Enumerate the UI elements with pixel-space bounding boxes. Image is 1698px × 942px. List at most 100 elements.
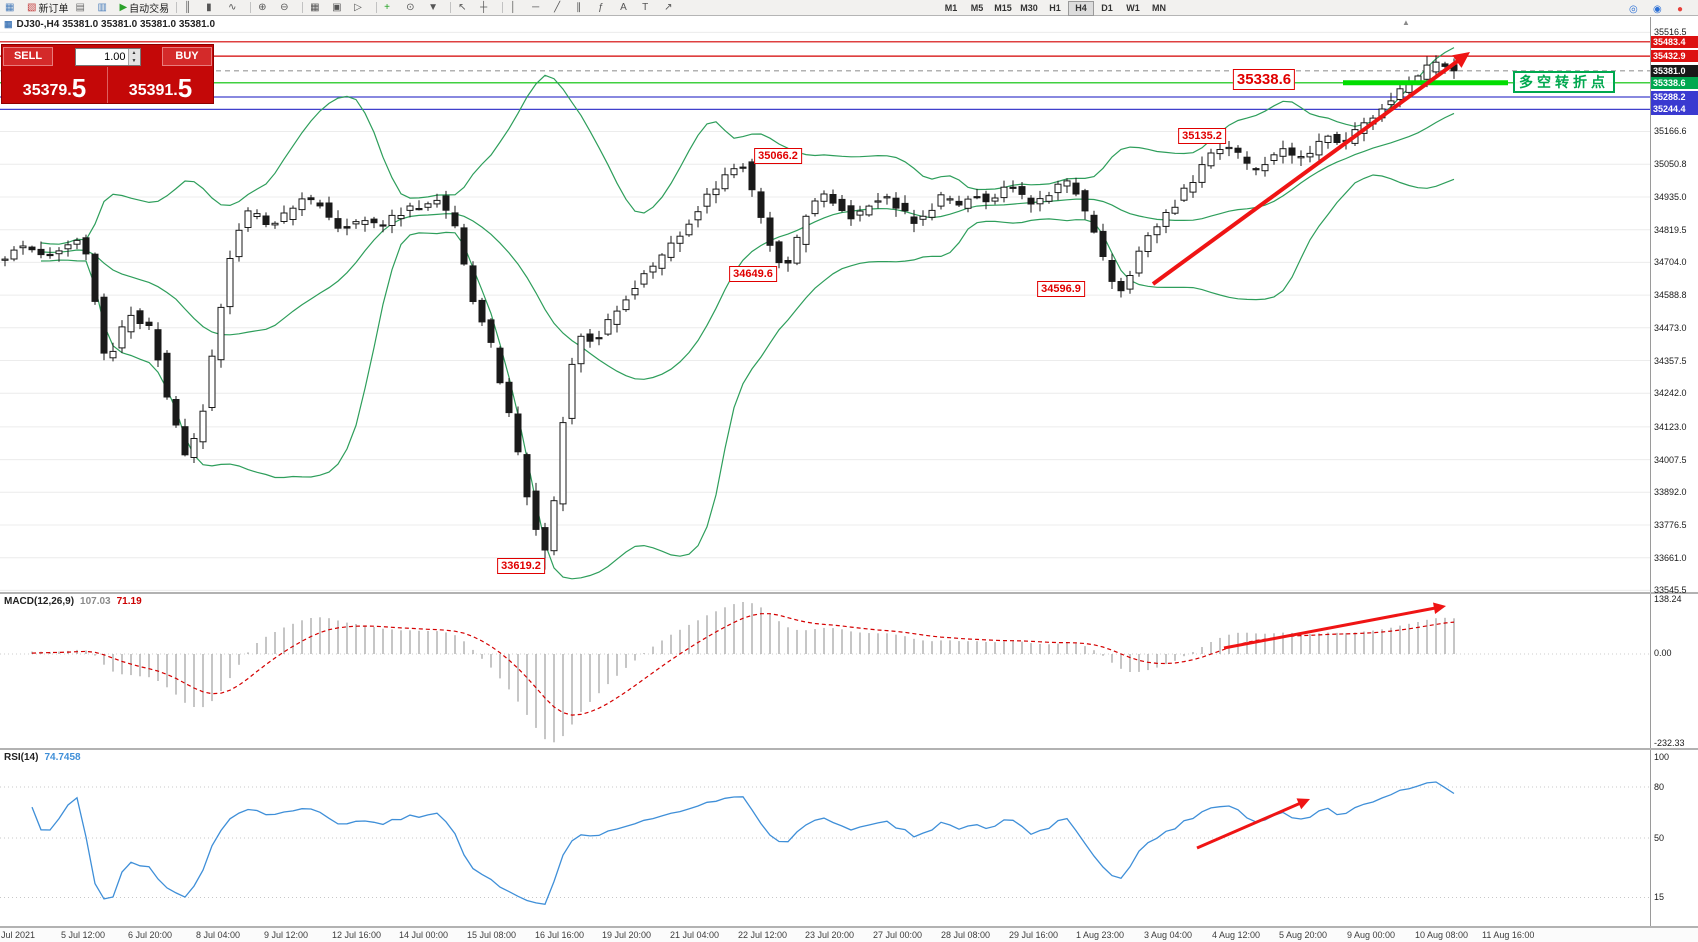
macd-axis-label: 138.24 xyxy=(1654,594,1682,604)
volume-value[interactable]: 1.00 xyxy=(104,50,126,63)
time-axis-label: 28 Jul 08:00 xyxy=(941,930,991,940)
time-axis-label: 3 Aug 04:00 xyxy=(1144,930,1193,940)
timeframe-m1[interactable]: M1 xyxy=(944,3,958,13)
time-axis-label: Jul 2021 xyxy=(1,930,36,940)
price-tag: 35338.6 xyxy=(1651,77,1698,89)
time-axis-label: 8 Jul 04:00 xyxy=(196,930,241,940)
zoom-in-icon[interactable]: ⊕ xyxy=(255,0,276,16)
time-axis-label: 1 Aug 23:00 xyxy=(1076,930,1125,940)
timeframe-m5[interactable]: M5 xyxy=(970,3,984,13)
chart-ohlc-readout: ▦ DJ30-,H4 35381.0 35381.0 35381.0 35381… xyxy=(4,19,215,30)
vertical-line-icon[interactable]: │ xyxy=(507,0,528,16)
sell-price[interactable]: 35379. 5 xyxy=(2,67,107,103)
price-axis-label: 34007.5 xyxy=(1654,455,1687,465)
time-axis-label: 4 Aug 12:00 xyxy=(1212,930,1261,940)
trendline-icon[interactable]: ╱ xyxy=(551,0,572,16)
timeframe-m15[interactable]: M15 xyxy=(994,3,1012,13)
buy-price-big-digit: 5 xyxy=(177,73,193,103)
toolbar-separator xyxy=(450,2,452,13)
timeframe-mn[interactable]: MN xyxy=(1152,3,1166,13)
timeframe-h4[interactable]: H4 xyxy=(1068,1,1094,16)
auto-trading-button-label: 自动交易 xyxy=(129,4,170,15)
text-icon[interactable]: A xyxy=(617,0,638,16)
time-axis-label: 12 Jul 16:00 xyxy=(332,930,382,940)
rsi-axis-label: 80 xyxy=(1654,782,1665,792)
cursor-icon-glyph: ↖ xyxy=(458,2,467,13)
timeframe-h1[interactable]: H1 xyxy=(1049,3,1061,13)
toolbar-separator xyxy=(250,2,252,13)
auto-trading-button[interactable]: ▶ 自动交易 xyxy=(116,0,172,16)
price-tag: 35432.9 xyxy=(1651,50,1698,62)
volume-up-button[interactable]: ▲ xyxy=(128,48,140,57)
time-axis-label: 29 Jul 16:00 xyxy=(1009,930,1059,940)
market-depth-icon[interactable]: ▥ xyxy=(94,0,115,16)
line-chart-icon-glyph: ∿ xyxy=(228,2,237,13)
template-icon-glyph: ▼ xyxy=(428,2,439,13)
time-axis-label: 11 Aug 16:00 xyxy=(1482,930,1535,940)
price-tag: 35288.2 xyxy=(1651,91,1698,103)
new-order-button-glyph: ▧ xyxy=(27,2,37,13)
crosshair-icon[interactable]: ┼ xyxy=(477,0,498,16)
chart-title-text: DJ30-,H4 35381.0 35381.0 35381.0 35381.0 xyxy=(16,19,216,30)
volume-input[interactable]: 1.00 ▲ ▼ xyxy=(74,47,141,66)
price-tag: 35244.4 xyxy=(1651,103,1698,115)
bar-chart-icon[interactable]: ║ xyxy=(181,0,202,16)
buy-button[interactable]: BUY xyxy=(162,47,212,66)
price-axis-label: 35166.6 xyxy=(1654,126,1687,136)
chart-shift-icon[interactable]: ▷ xyxy=(351,0,372,16)
volume-down-button[interactable]: ▼ xyxy=(128,56,140,65)
fibonacci-icon[interactable]: ƒ xyxy=(595,0,616,16)
new-order-button[interactable]: ▧ 新订单 xyxy=(24,0,71,16)
timeframe-d1[interactable]: D1 xyxy=(1101,3,1113,13)
new-chart-icon[interactable]: ▦ xyxy=(2,0,23,16)
equidistant-channel-icon[interactable]: ∥ xyxy=(573,0,594,16)
chart-profiles-icon-glyph: ▤ xyxy=(75,2,85,13)
trade-panel-top-row: SELL 1.00 ▲ ▼ BUY xyxy=(2,45,213,67)
panel-separator[interactable] xyxy=(0,748,1698,750)
market-depth-icon-glyph: ▥ xyxy=(97,2,107,13)
price-axis-label: 34357.5 xyxy=(1654,356,1687,366)
text-label-icon[interactable]: T xyxy=(639,0,660,16)
candlestick-chart-icon[interactable]: ▮ xyxy=(203,0,224,16)
community-icon[interactable]: ◉ xyxy=(1653,3,1662,15)
cursor-icon[interactable]: ↖ xyxy=(455,0,476,16)
rsi-name: RSI(14) xyxy=(4,752,39,763)
tile-windows-icon[interactable]: ▦ xyxy=(307,0,328,16)
period-selector-icon[interactable]: ⊙ xyxy=(403,0,424,16)
price-axis-label: 34819.5 xyxy=(1654,225,1687,235)
price-annotation: 34649.6 xyxy=(729,266,777,282)
search-icon[interactable]: ◎ xyxy=(1629,3,1638,15)
rsi-value: 74.7458 xyxy=(44,752,81,763)
panel-separator[interactable] xyxy=(0,592,1698,594)
panel-separator[interactable] xyxy=(0,926,1698,928)
price-axis-label: 34123.0 xyxy=(1654,422,1687,432)
rsi-label: RSI(14) 74.7458 xyxy=(4,752,81,763)
rsi-axis-label: 100 xyxy=(1654,752,1670,762)
time-axis-label: 9 Aug 00:00 xyxy=(1347,930,1396,940)
arrows-icon[interactable]: ↗ xyxy=(661,0,682,16)
timeframe-w1[interactable]: W1 xyxy=(1126,3,1140,13)
level-lines xyxy=(0,41,1650,111)
time-axis-label: 15 Jul 08:00 xyxy=(467,930,517,940)
rsi-axis-label: 50 xyxy=(1654,833,1665,843)
zoom-out-icon[interactable]: ⊖ xyxy=(277,0,298,16)
one-click-trading-panel: SELL 1.00 ▲ ▼ BUY 35379. 5 35391. 5 xyxy=(1,44,214,104)
sell-button[interactable]: SELL xyxy=(3,47,53,66)
buy-price[interactable]: 35391. 5 xyxy=(107,67,213,103)
horizontal-line-icon[interactable]: ─ xyxy=(529,0,550,16)
time-axis[interactable] xyxy=(0,928,1698,942)
line-chart-icon[interactable]: ∿ xyxy=(225,0,246,16)
notification-icon[interactable]: ● xyxy=(1677,3,1684,15)
time-axis-label: 23 Jul 20:00 xyxy=(805,930,855,940)
price-annotation: 34596.9 xyxy=(1037,281,1085,297)
auto-arrange-icon[interactable]: ▣ xyxy=(329,0,350,16)
bar-chart-icon-glyph: ║ xyxy=(184,2,192,13)
time-axis-label: 14 Jul 00:00 xyxy=(399,930,449,940)
price-axis[interactable] xyxy=(1650,17,1698,926)
add-indicator-button[interactable]: + xyxy=(381,0,402,16)
timeframe-m30[interactable]: M30 xyxy=(1020,3,1038,13)
chart-profiles-icon[interactable]: ▤ xyxy=(72,0,93,16)
template-icon[interactable]: ▼ xyxy=(425,0,446,16)
